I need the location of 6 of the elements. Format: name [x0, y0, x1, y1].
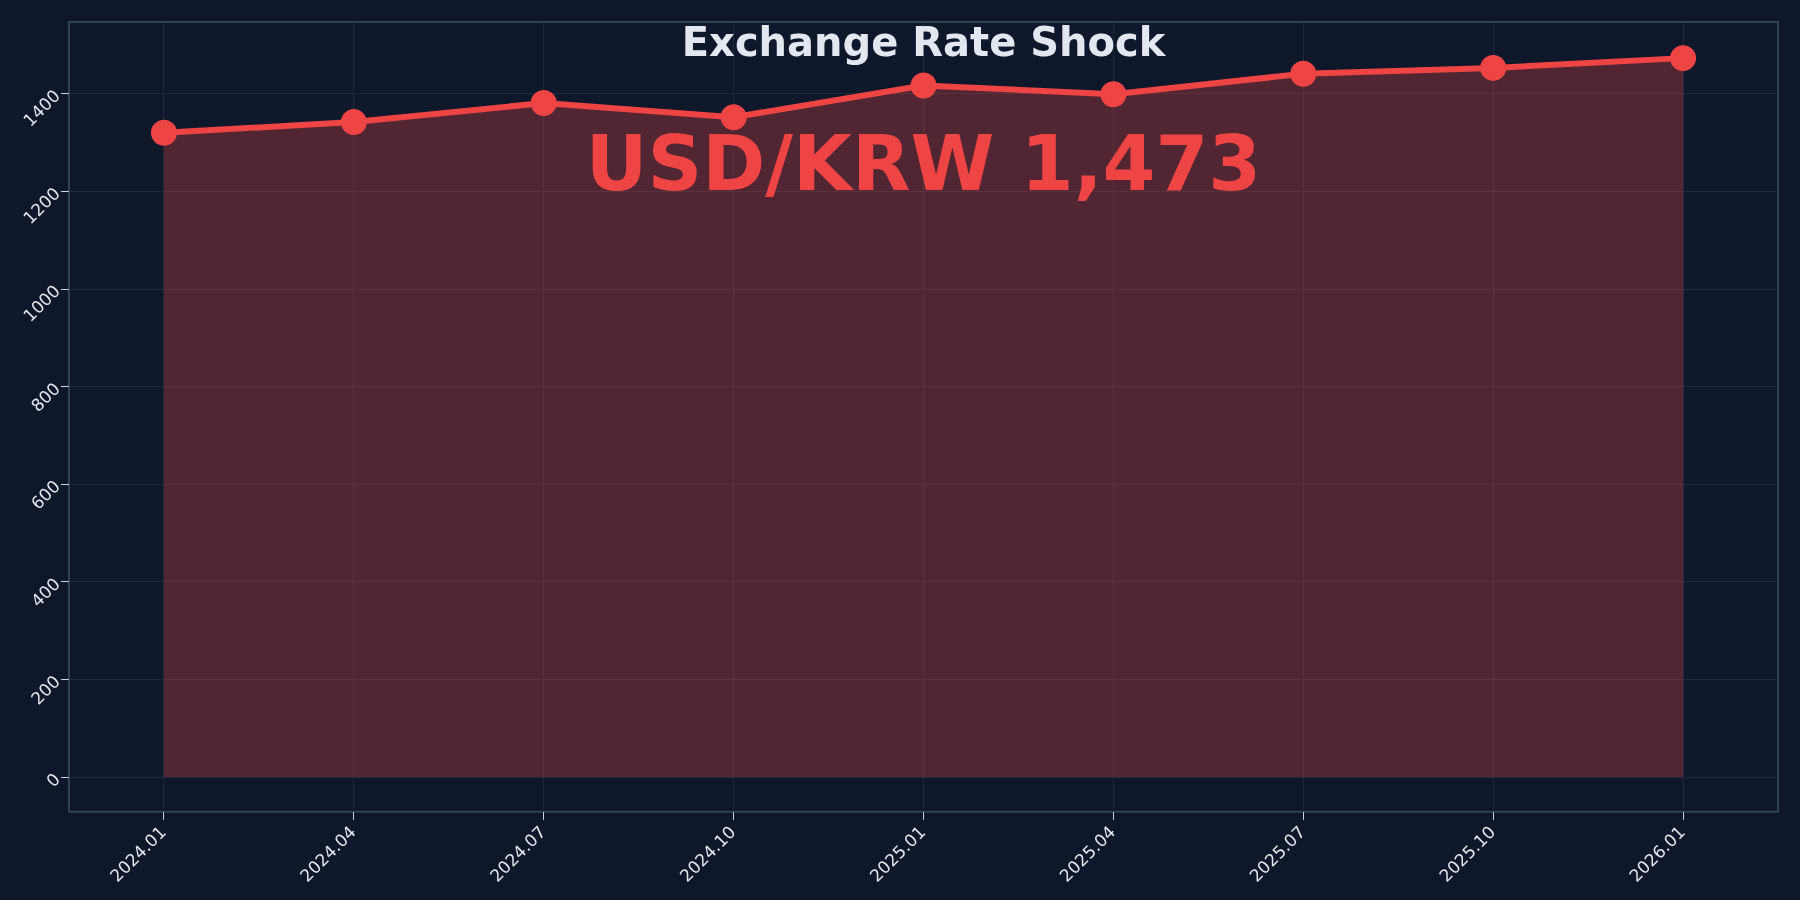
- y-tick-label: 600: [26, 476, 64, 514]
- y-tick-label: 400: [26, 573, 64, 611]
- chart-title: Exchange Rate Shock: [681, 19, 1167, 66]
- annotation: USD/KRW 1,473: [585, 118, 1262, 208]
- y-tick-label: 800: [26, 378, 64, 416]
- y-tick-label: 0: [42, 769, 64, 791]
